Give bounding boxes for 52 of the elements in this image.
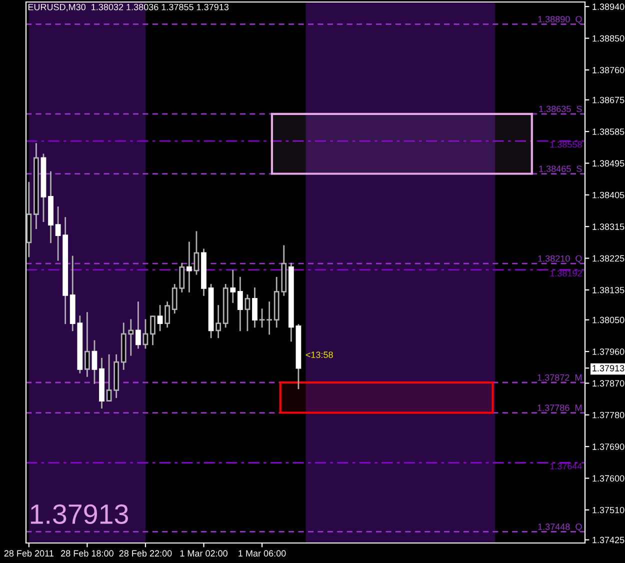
candlestick xyxy=(135,302,141,349)
candlestick xyxy=(252,287,258,328)
y-tick-label: 1.37510 xyxy=(592,506,624,514)
y-tick-label: 1.37780 xyxy=(592,412,624,418)
candlestick xyxy=(194,231,200,275)
ref-line-label: 1.38210 Q xyxy=(538,255,582,264)
ref-line-label: 1.38890 Q xyxy=(538,16,582,24)
y-tick-label: 1.38675 xyxy=(592,96,624,104)
chart-title: EURUSD,M30 1.38032 1.38036 1.37855 1.37913 xyxy=(28,4,229,12)
ref-line-label: 1.38465 S xyxy=(539,166,582,172)
y-tick-label: 1.37690 xyxy=(592,444,624,450)
candlestick xyxy=(164,302,170,328)
y-tick-label: 1.38405 xyxy=(592,192,624,198)
candlestick xyxy=(92,340,98,384)
y-tick-label: 1.37425 xyxy=(592,536,624,544)
y-tick-label: 1.38225 xyxy=(592,255,624,262)
x-tick-label: 28 Feb 18:00 xyxy=(61,550,114,557)
y-tick-label: 1.38495 xyxy=(592,160,624,167)
annotation: <13:58 xyxy=(306,352,333,358)
candlestick xyxy=(259,308,265,328)
ref-line-label: 1.37872 M xyxy=(538,374,582,381)
annotation: 1.37913 xyxy=(30,504,128,524)
y-tick-label: 1.38585 xyxy=(592,128,624,135)
candlestick xyxy=(106,354,112,402)
x-tick-label: 1 Mar 02:00 xyxy=(180,550,228,557)
y-tick-label: 1.38940 xyxy=(592,4,624,10)
y-tick-label: 1.37913 xyxy=(592,365,624,372)
y-tick-label: 1.38050 xyxy=(592,316,624,324)
x-tick-label: 1 Mar 06:00 xyxy=(238,550,286,557)
y-tick-label: 1.38315 xyxy=(592,224,624,230)
y-tick-label: 1.38760 xyxy=(592,66,624,74)
x-tick-label: 28 Feb 2011 xyxy=(4,550,54,557)
ref-line-label: 1.37786 M xyxy=(538,404,582,411)
candlestick xyxy=(266,302,272,335)
candlestick xyxy=(157,305,163,332)
y-tick-label: 1.38850 xyxy=(592,35,624,42)
candlestick xyxy=(142,319,148,349)
candlestick xyxy=(216,305,222,338)
y-tick-label: 1.37960 xyxy=(592,348,624,355)
y-tick-label: 1.37600 xyxy=(592,475,624,482)
y-tick-label: 1.38135 xyxy=(592,286,624,294)
ref-line-label: 1.38558 xyxy=(550,141,582,148)
candlestick xyxy=(237,276,243,332)
ref-line-label: 1.37448 Q xyxy=(538,524,582,532)
candlestick xyxy=(244,294,250,332)
candlestick xyxy=(186,242,192,292)
candlestick xyxy=(84,312,90,377)
candlestick xyxy=(150,316,156,346)
ref-line-label: 1.38192 xyxy=(550,270,582,276)
y-tick-label: 1.37870 xyxy=(592,380,624,387)
x-tick-label: 28 Feb 22:00 xyxy=(119,550,172,557)
ref-line-label: 1.38635 S xyxy=(539,106,582,112)
